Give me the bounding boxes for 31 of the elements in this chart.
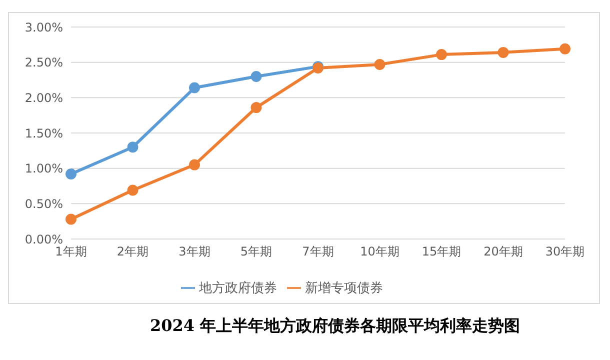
x-tick-label: 10年期 bbox=[360, 244, 400, 259]
point bbox=[66, 168, 76, 180]
point bbox=[250, 102, 262, 114]
y-tick-label: 3.00% bbox=[24, 20, 63, 34]
point bbox=[127, 142, 138, 153]
x-tick-label: 3年期 bbox=[178, 244, 210, 259]
point bbox=[189, 82, 200, 94]
point bbox=[189, 159, 200, 170]
y-tick-label: 1.50% bbox=[24, 126, 63, 140]
y-tick-label: 0.50% bbox=[24, 196, 63, 211]
point bbox=[66, 214, 76, 225]
x-tick-label: 1年期 bbox=[55, 244, 87, 259]
point bbox=[436, 49, 447, 60]
x-tick-label: 5年期 bbox=[240, 244, 272, 259]
x-tick-label: 20年期 bbox=[484, 244, 523, 259]
legend-label: 新增专项债券 bbox=[305, 281, 383, 296]
y-tick-label: 2.00% bbox=[24, 90, 63, 105]
y-tick-label: 2.50% bbox=[24, 56, 63, 70]
x-tick-label: 15年期 bbox=[422, 244, 462, 259]
legend-label: 地方政府债券 bbox=[199, 281, 277, 296]
y-tick-label: 0.00% bbox=[24, 232, 63, 246]
point bbox=[374, 58, 386, 70]
point bbox=[127, 184, 138, 196]
text: 2024 年上半年地方政府债券各期限平均利率走势图 bbox=[148, 316, 522, 337]
x-tick-label: 7年期 bbox=[302, 244, 334, 259]
y-tick-label: 1.00% bbox=[24, 162, 63, 176]
x-tick-label: 2年期 bbox=[116, 244, 149, 259]
x-tick-label: 30年期 bbox=[545, 244, 585, 259]
point bbox=[498, 46, 509, 58]
point bbox=[250, 70, 262, 82]
point bbox=[560, 43, 570, 54]
